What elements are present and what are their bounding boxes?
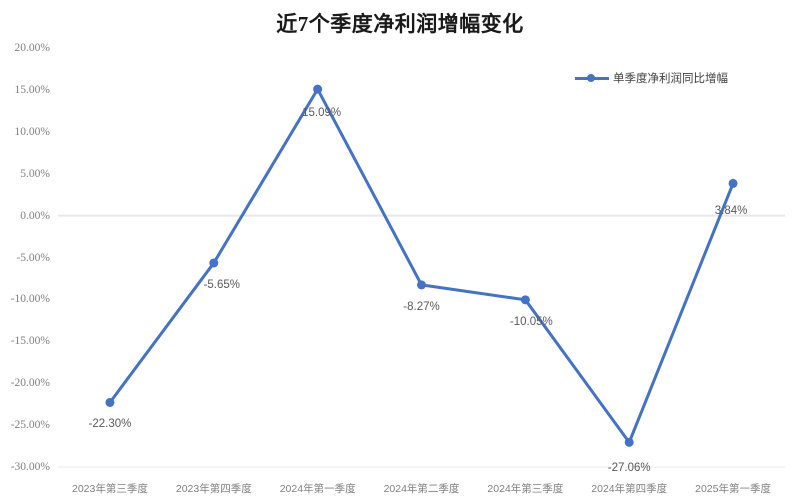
x-axis-tick-label: 2024年第三季度 bbox=[487, 483, 564, 495]
y-axis-tick-label: -20.00% bbox=[10, 377, 50, 390]
y-axis-tick-label: -10.00% bbox=[10, 293, 50, 306]
data-point-marker[interactable] bbox=[728, 178, 738, 188]
y-axis-tick-label: -5.00% bbox=[16, 251, 50, 264]
data-point-marker[interactable] bbox=[520, 295, 530, 305]
series-line bbox=[108, 87, 735, 444]
x-axis-tick-label: 2025年第一季度 bbox=[695, 483, 771, 495]
data-point-marker[interactable] bbox=[313, 84, 323, 94]
y-axis-tick-label: 10.00% bbox=[14, 125, 50, 138]
y-axis-tick-label: 20.00% bbox=[14, 42, 50, 54]
legend-line-marker-icon bbox=[575, 72, 609, 84]
series-plot bbox=[58, 84, 785, 468]
data-point-label: -10.05% bbox=[509, 315, 553, 328]
data-point-label: -27.06% bbox=[607, 462, 651, 475]
data-point-label: -8.27% bbox=[403, 300, 440, 313]
data-point-marker[interactable] bbox=[624, 437, 634, 447]
data-point-marker[interactable] bbox=[105, 397, 115, 407]
x-axis-tick-label: 2023年第四季度 bbox=[175, 483, 252, 495]
data-point-label: 15.09% bbox=[302, 107, 342, 120]
x-axis-tick-label: 2024年第二季度 bbox=[383, 483, 460, 495]
y-axis-tick-label: 5.00% bbox=[20, 167, 50, 180]
data-point-label: 3.84% bbox=[714, 205, 748, 218]
x-axis-tick-label: 2024年第四季度 bbox=[591, 483, 668, 495]
chart-legend: 单季度净利润同比增幅 bbox=[575, 70, 728, 86]
y-axis-tick-label: -30.00% bbox=[10, 461, 50, 473]
data-point-marker[interactable] bbox=[417, 280, 426, 290]
y-axis-tick-label: -15.00% bbox=[10, 335, 50, 348]
x-axis-tick-label: 2023年第三季度 bbox=[71, 483, 148, 495]
chart-title: 近7个季度净利润增幅变化 bbox=[276, 12, 524, 36]
legend-item-label: 单季度净利润同比增幅 bbox=[613, 73, 728, 85]
data-point-label: -5.65% bbox=[203, 278, 240, 291]
y-axis-tick-label: -25.00% bbox=[10, 419, 50, 432]
x-axis-tick-label: 2024年第一季度 bbox=[279, 483, 356, 495]
data-point-label: -22.30% bbox=[88, 418, 132, 431]
plot-area bbox=[58, 48, 785, 468]
y-axis-tick-label: 0.00% bbox=[20, 209, 50, 222]
data-point-marker[interactable] bbox=[209, 258, 219, 268]
y-axis-tick-label: 15.00% bbox=[14, 83, 50, 96]
